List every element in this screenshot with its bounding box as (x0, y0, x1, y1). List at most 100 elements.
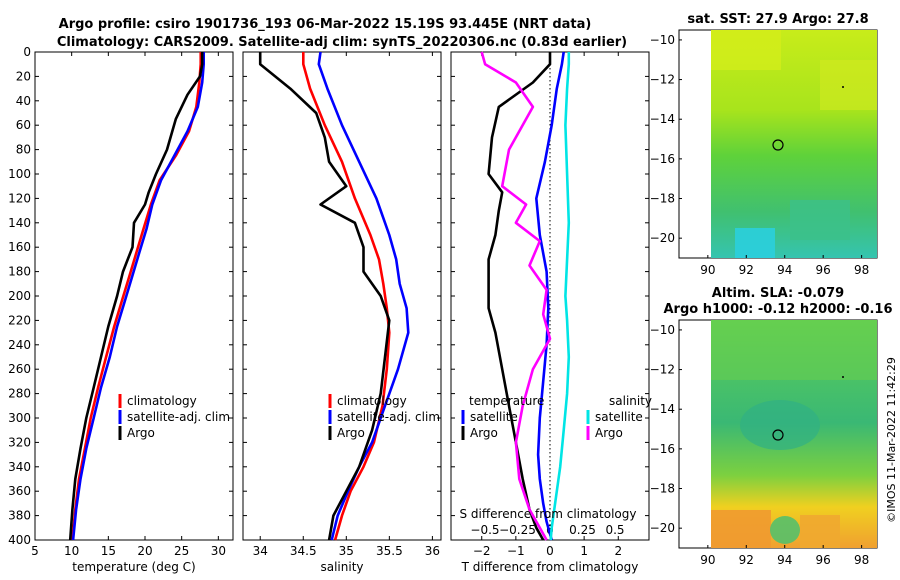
y-tick-label: 280 (8, 387, 31, 401)
map-y-tick-label: −10 (650, 323, 675, 337)
sst-patch-cool (735, 228, 775, 258)
map-y-tick-label: −10 (650, 33, 675, 47)
island-dot (842, 86, 844, 88)
map-y-tick-label: −18 (650, 482, 675, 496)
s-tick-label: 0.5 (605, 523, 624, 537)
map-x-tick-label: 92 (739, 553, 754, 567)
x-tick-label: −2 (473, 544, 491, 558)
legend-title-temperature: temperature (469, 394, 544, 408)
x-tick-label: 20 (137, 544, 152, 558)
y-tick-label: 340 (8, 460, 31, 474)
y-tick-label: 120 (8, 191, 31, 205)
sla-map-y-ticks: −10 −12 −14 −16 −18 −20 (650, 323, 682, 535)
map-y-tick-label: −18 (650, 192, 675, 206)
y-tick-label: 200 (8, 289, 31, 303)
sst-map-y-ticks: −10 −12 −14 −16 −18 −20 (650, 33, 682, 245)
map-x-tick-label: 96 (816, 263, 831, 277)
sla-patch-high-left (711, 510, 771, 548)
sst-map-x-ticks: 90 92 94 96 98 (700, 255, 869, 277)
s-difference-label: S difference from climatology (460, 507, 637, 521)
y-tick-label: 220 (8, 313, 31, 327)
temperature-panel: 5 10 15 20 25 30 0 20 40 60 80 100 120 140 160 180 200 2… (8, 45, 234, 574)
island-dot (842, 376, 844, 378)
map-x-tick-label: 92 (739, 263, 754, 277)
legend-label-satellite: satellite-adj. clim (337, 410, 440, 424)
legend-label-climatology: climatology (127, 394, 197, 408)
x-tick-label: 15 (101, 544, 116, 558)
y-tick-label: 80 (16, 143, 31, 157)
s-tick-label: −0.25 (499, 523, 536, 537)
legend-label-argo: Argo (127, 426, 155, 440)
salinity-panel: 34 34.5 35 35.5 36 salinity climatology sate… (242, 51, 442, 574)
x-tick-label: 34.5 (290, 544, 317, 558)
sst-map-panel: sat. SST: 27.9 Argo: 27.8 90 92 94 96 98 −10… (650, 12, 878, 277)
s-tick-label: −0.5 (470, 523, 499, 537)
x-tick-label: 36 (425, 544, 440, 558)
temperature-series (68, 52, 205, 541)
series-line-climatology (301, 52, 391, 541)
legend-label-argo: Argo (337, 426, 365, 440)
legend-label-t-satellite: satellite (470, 410, 518, 424)
sla-patch-top (711, 320, 877, 380)
temperature-y-ticks: 0 20 40 60 80 100 120 140 160 180 200 220 240 260 280 3… (8, 45, 233, 547)
map-y-tick-label: −14 (650, 402, 675, 416)
map-y-tick-label: −12 (650, 363, 675, 377)
argo-location-marker (772, 429, 784, 441)
legend-label-s-argo: Argo (595, 426, 623, 440)
y-tick-label: 100 (8, 167, 31, 181)
difference-x-ticks: −2 −1 0 1 2 (473, 52, 622, 558)
series-line-argo (68, 52, 204, 541)
salinity-y-ticks (243, 51, 441, 541)
map-y-tick-label: −12 (650, 73, 675, 87)
series-line-s-argo (480, 51, 552, 541)
x-tick-label: 25 (174, 544, 189, 558)
map-x-tick-label: 90 (700, 263, 715, 277)
map-y-tick-label: −14 (650, 112, 675, 126)
sla-patch-mid (770, 516, 800, 544)
sst-map-title: sat. SST: 27.9 Argo: 27.8 (687, 12, 868, 27)
salinity-series (258, 51, 410, 541)
x-tick-label: −1 (507, 544, 525, 558)
s-tick-label: 0.25 (569, 523, 596, 537)
figure-title-line1: Argo profile: csiro 1901736_193 06-Mar-2… (59, 17, 592, 32)
x-tick-label: 34 (253, 544, 268, 558)
map-y-tick-label: −20 (650, 521, 675, 535)
x-tick-label: 0 (546, 544, 554, 558)
sst-patch-cool-2 (790, 200, 850, 240)
x-tick-label: 30 (211, 544, 226, 558)
y-tick-label: 260 (8, 362, 31, 376)
y-tick-label: 40 (16, 94, 31, 108)
x-tick-label: 2 (614, 544, 622, 558)
series-line-argo (258, 52, 391, 541)
legend-label-satellite: satellite-adj. clim (127, 410, 230, 424)
y-tick-label: 60 (16, 118, 31, 132)
temperature-x-label: temperature (deg C) (72, 560, 195, 574)
sla-map-panel: Altim. SLA: -0.079 Argo h1000: -0.12 h20… (650, 286, 893, 567)
x-tick-label: 1 (580, 544, 588, 558)
map-x-tick-label: 98 (854, 553, 869, 567)
salinity-axes (242, 51, 442, 541)
map-y-tick-label: −16 (650, 152, 675, 166)
x-tick-label: 35 (339, 544, 354, 558)
y-tick-label: 180 (8, 265, 31, 279)
sla-map-x-ticks: 90 92 94 96 98 (700, 545, 869, 567)
series-line-satellite-adj-clim (71, 52, 205, 541)
y-tick-label: 320 (8, 435, 31, 449)
sla-patch-high-right (800, 515, 840, 548)
map-y-tick-label: −20 (650, 231, 675, 245)
map-x-tick-label: 90 (700, 553, 715, 567)
temperature-axes (34, 51, 234, 541)
y-tick-label: 360 (8, 484, 31, 498)
legend-label-climatology: climatology (337, 394, 407, 408)
salinity-x-ticks: 34 34.5 35 35.5 36 (253, 52, 440, 558)
imos-credit: ©IMOS 11-Mar-2022 11:42:29 (885, 357, 898, 523)
salinity-legend: climatology satellite-adj. clim Argo (328, 394, 440, 440)
x-tick-label: 35.5 (376, 544, 403, 558)
temperature-x-ticks: 5 10 15 20 25 30 (31, 52, 226, 558)
salinity-x-label: salinity (320, 560, 363, 574)
difference-x-label: T difference from climatology (461, 560, 639, 574)
difference-y-ticks (451, 51, 649, 541)
y-tick-label: 400 (8, 533, 31, 547)
x-tick-label: 10 (64, 544, 79, 558)
